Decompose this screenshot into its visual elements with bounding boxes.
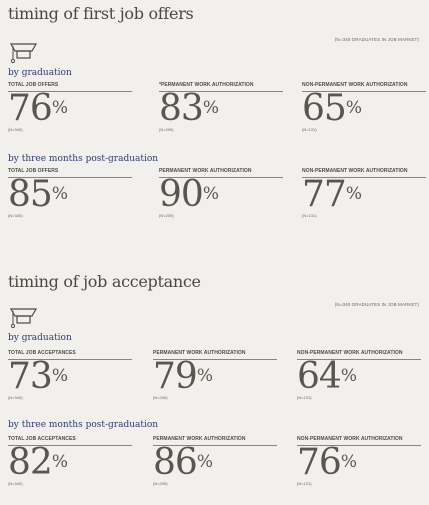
section-title-offers: timing of first job offers: [8, 4, 194, 23]
subheading-offers-three-months: by three months post-graduation: [8, 154, 159, 164]
subheading-acceptance-three-months: by three months post-graduation: [8, 420, 159, 430]
stat-non-permanent-work-authorization: NON-PERMANENT WORK AUTHORIZATION 65% (N=…: [302, 82, 426, 132]
stats-row-acceptance-three-months: TOTAL JOB ACCEPTANCES 82% (N=340) PERMAN…: [8, 436, 421, 496]
stat-value: 79%: [153, 356, 213, 397]
stat-value: 76%: [297, 442, 357, 483]
stat-label: *PERMANENT WORK AUTHORIZATION: [159, 82, 283, 92]
stat-label: NON-PERMANENT WORK AUTHORIZATION: [302, 82, 426, 92]
stat-value: 65%: [302, 88, 362, 129]
section-title-acceptance: timing of job acceptance: [8, 272, 201, 291]
stat-sample-size: (N=131): [297, 481, 312, 486]
stat-value: 90%: [159, 174, 219, 215]
stat-label: NON-PERMANENT WORK AUTHORIZATION: [297, 436, 421, 446]
stat-label: TOTAL JOB OFFERS: [8, 82, 132, 92]
stat-sample-size: (N=209): [153, 395, 168, 400]
stat-non-permanent-work-authorization: NON-PERMANENT WORK AUTHORIZATION 64% (N=…: [297, 350, 421, 400]
stat-total-job-offers: TOTAL JOB OFFERS 76% (N=340): [8, 82, 132, 132]
stat-sample-size: (N=131): [297, 395, 312, 400]
stat-sample-size: (N=131): [302, 213, 317, 218]
sample-note-acceptance: (N=340 GRADUATES IN JOB MARKET): [334, 302, 419, 307]
stat-value: 85%: [8, 174, 68, 215]
stat-non-permanent-work-authorization: NON-PERMANENT WORK AUTHORIZATION 77% (N=…: [302, 168, 426, 218]
stat-total-job-acceptances: TOTAL JOB ACCEPTANCES 82% (N=340): [8, 436, 132, 486]
stat-value: 77%: [302, 174, 362, 215]
stat-total-job-acceptances: TOTAL JOB ACCEPTANCES 73% (N=340): [8, 350, 132, 400]
stat-sample-size: (N=340): [8, 127, 23, 132]
stat-label: PERMANENT WORK AUTHORIZATION: [153, 350, 277, 360]
stat-permanent-work-authorization: PERMANENT WORK AUTHORIZATION 90% (N=209): [159, 168, 283, 218]
subheading-acceptance-by-graduation: by graduation: [8, 333, 72, 343]
stat-label: NON-PERMANENT WORK AUTHORIZATION: [297, 350, 421, 360]
stat-sample-size: (N=209): [153, 481, 168, 486]
stat-value: 82%: [8, 442, 68, 483]
stat-permanent-work-authorization: PERMANENT WORK AUTHORIZATION 79% (N=209): [153, 350, 277, 400]
stats-row-acceptance-graduation: TOTAL JOB ACCEPTANCES 73% (N=340) PERMAN…: [8, 350, 421, 410]
stat-label: PERMANENT WORK AUTHORIZATION: [153, 436, 277, 446]
stat-label: TOTAL JOB ACCEPTANCES: [8, 436, 132, 446]
stat-value: 73%: [8, 356, 68, 397]
stats-row-offers-three-months: TOTAL JOB OFFERS 85% (N=340) PERMANENT W…: [8, 168, 426, 228]
stats-row-offers-graduation: TOTAL JOB OFFERS 76% (N=340) *PERMANENT …: [8, 82, 426, 142]
stat-label: TOTAL JOB ACCEPTANCES: [8, 350, 132, 360]
stat-label: PERMANENT WORK AUTHORIZATION: [159, 168, 283, 178]
stat-value: 76%: [8, 88, 68, 129]
subheading-offers-by-graduation: by graduation: [8, 68, 72, 78]
stat-non-permanent-work-authorization: NON-PERMANENT WORK AUTHORIZATION 76% (N=…: [297, 436, 421, 486]
stat-sample-size: (N=340): [8, 213, 23, 218]
stat-sample-size: (N=209): [159, 213, 174, 218]
sample-note-offers: (N=340 GRADUATES IN JOB MARKET): [334, 37, 419, 42]
stat-value: 86%: [153, 442, 213, 483]
stat-permanent-work-authorization: *PERMANENT WORK AUTHORIZATION 83% (N=209…: [159, 82, 283, 132]
stat-sample-size: (N=340): [8, 395, 23, 400]
graduation-cap-icon: [9, 43, 38, 64]
stat-sample-size: (N=131): [302, 127, 317, 132]
stat-sample-size: (N=340): [8, 481, 23, 486]
stat-label: TOTAL JOB OFFERS: [8, 168, 132, 178]
stat-permanent-work-authorization: PERMANENT WORK AUTHORIZATION 86% (N=209): [153, 436, 277, 486]
stat-sample-size: (N=209): [159, 127, 174, 132]
stat-total-job-offers: TOTAL JOB OFFERS 85% (N=340): [8, 168, 132, 218]
stat-value: 83%: [159, 88, 219, 129]
stat-value: 64%: [297, 356, 357, 397]
graduation-cap-icon: [9, 308, 38, 329]
stat-label: NON-PERMANENT WORK AUTHORIZATION: [302, 168, 426, 178]
